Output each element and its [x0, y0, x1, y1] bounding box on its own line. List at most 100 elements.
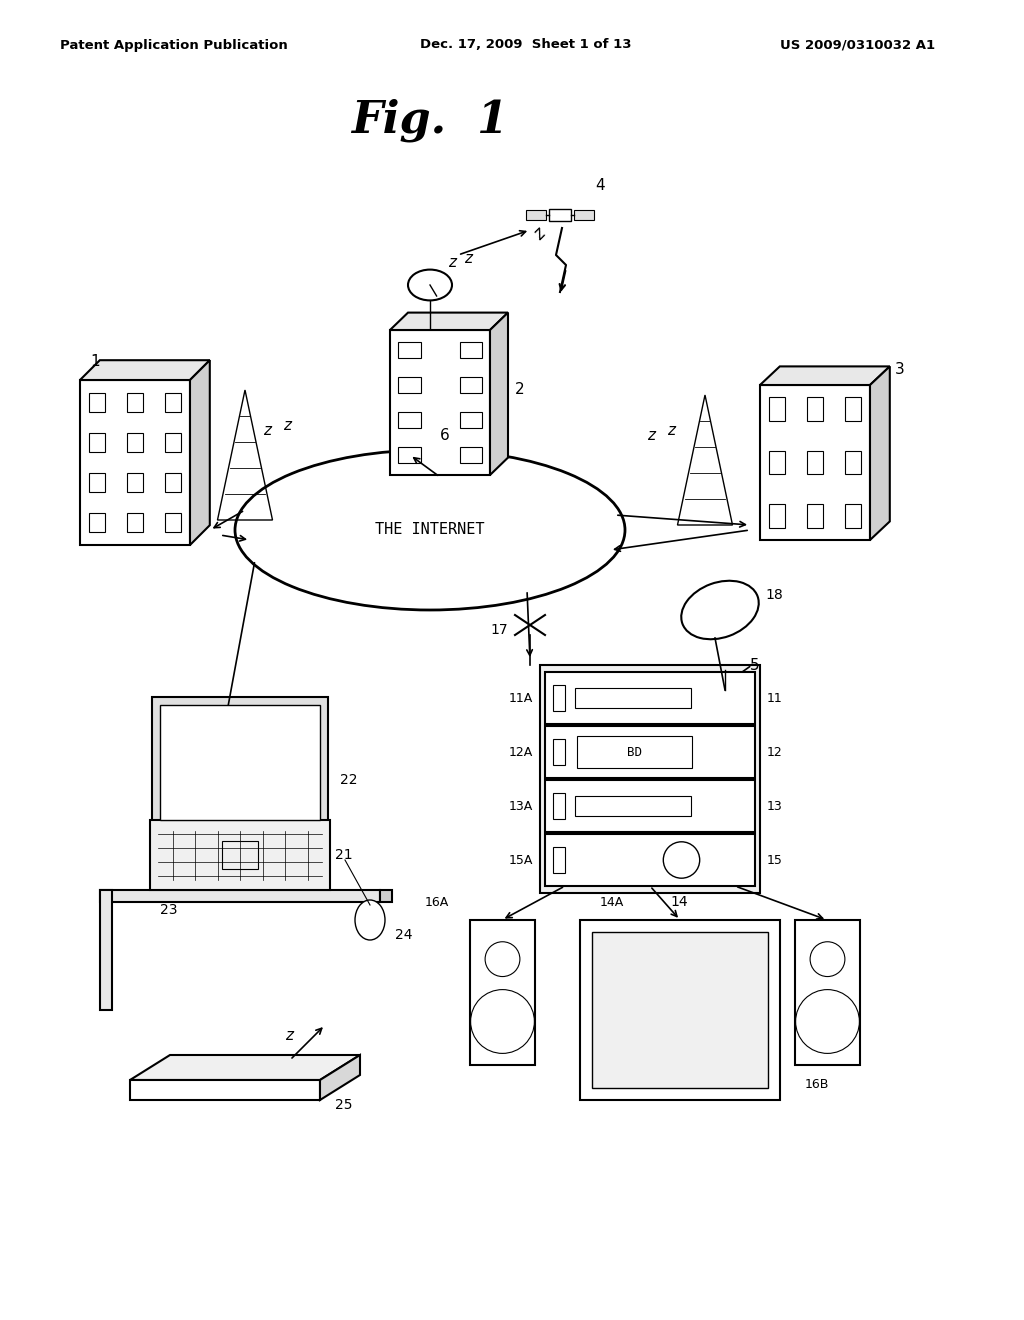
Bar — [127, 513, 143, 532]
Bar — [769, 451, 785, 474]
Polygon shape — [190, 360, 210, 545]
Text: 21: 21 — [335, 847, 352, 862]
Bar — [80, 380, 190, 545]
Bar — [165, 433, 181, 451]
Bar — [165, 474, 181, 492]
Bar — [592, 932, 768, 1088]
Ellipse shape — [234, 450, 625, 610]
Text: 25: 25 — [335, 1098, 352, 1111]
Text: 16B: 16B — [805, 1078, 829, 1092]
Bar — [150, 820, 330, 890]
Text: z: z — [530, 226, 549, 244]
Bar — [398, 412, 421, 428]
Text: z: z — [647, 428, 655, 444]
Bar — [398, 447, 421, 463]
Text: 13: 13 — [767, 800, 782, 813]
Text: 4: 4 — [595, 177, 604, 193]
Bar — [845, 451, 861, 474]
Text: z: z — [283, 418, 291, 433]
Polygon shape — [490, 313, 508, 475]
Bar — [760, 385, 870, 540]
Bar — [127, 433, 143, 451]
Bar — [549, 209, 571, 220]
Polygon shape — [390, 313, 508, 330]
Bar — [89, 513, 105, 532]
Bar — [100, 890, 380, 902]
Bar — [545, 672, 755, 723]
Text: 12: 12 — [767, 746, 782, 759]
Text: Fig.  1: Fig. 1 — [351, 98, 509, 141]
Bar — [470, 920, 535, 1065]
Polygon shape — [80, 360, 210, 380]
Bar — [580, 920, 780, 1100]
Bar — [89, 433, 105, 451]
Text: z: z — [464, 251, 472, 267]
Text: US 2009/0310032 A1: US 2009/0310032 A1 — [780, 38, 935, 51]
Text: 22: 22 — [340, 774, 357, 787]
Bar — [160, 705, 319, 820]
Text: 2: 2 — [515, 383, 524, 397]
Polygon shape — [760, 367, 890, 385]
Polygon shape — [870, 367, 890, 540]
Text: Patent Application Publication: Patent Application Publication — [60, 38, 288, 51]
Bar — [540, 665, 760, 894]
Text: z: z — [449, 255, 456, 271]
Bar — [398, 376, 421, 393]
Bar — [553, 739, 565, 766]
Bar — [380, 890, 392, 902]
Bar — [130, 1080, 319, 1100]
Text: 17: 17 — [490, 623, 508, 638]
Ellipse shape — [355, 900, 385, 940]
Bar — [545, 834, 755, 886]
Bar — [460, 376, 482, 393]
Bar — [100, 890, 112, 1010]
Text: 11A: 11A — [509, 692, 534, 705]
Bar — [553, 793, 565, 818]
Bar — [127, 474, 143, 492]
Bar — [845, 397, 861, 421]
Text: 23: 23 — [160, 903, 177, 917]
Text: z: z — [285, 1028, 293, 1043]
Text: z: z — [667, 422, 675, 438]
Text: 12A: 12A — [509, 746, 534, 759]
Bar — [807, 504, 823, 528]
Polygon shape — [130, 1055, 360, 1080]
Bar — [845, 504, 861, 528]
Bar — [545, 780, 755, 832]
Text: 18: 18 — [765, 587, 782, 602]
Bar — [769, 397, 785, 421]
Text: 5: 5 — [750, 657, 760, 672]
Text: 16A: 16A — [425, 895, 450, 908]
Polygon shape — [319, 1055, 360, 1100]
Text: 15: 15 — [767, 854, 783, 866]
Text: 1: 1 — [90, 355, 99, 370]
Bar — [553, 685, 565, 711]
Bar — [165, 393, 181, 412]
Text: z: z — [263, 422, 271, 438]
Bar — [795, 920, 860, 1065]
Bar — [390, 330, 490, 475]
Bar — [807, 451, 823, 474]
Bar — [165, 513, 181, 532]
Bar — [807, 397, 823, 421]
Text: 3: 3 — [895, 363, 905, 378]
Bar — [460, 447, 482, 463]
Bar — [398, 342, 421, 358]
Text: 14A: 14A — [600, 895, 625, 908]
Bar — [526, 210, 546, 220]
Text: BD: BD — [627, 746, 642, 759]
Bar — [769, 504, 785, 528]
Bar — [575, 796, 690, 816]
Bar — [574, 210, 594, 220]
Bar — [222, 841, 258, 869]
Bar — [460, 342, 482, 358]
Bar — [152, 697, 328, 828]
Text: Dec. 17, 2009  Sheet 1 of 13: Dec. 17, 2009 Sheet 1 of 13 — [420, 38, 632, 51]
Ellipse shape — [408, 269, 452, 301]
Bar — [575, 688, 690, 709]
Bar — [460, 412, 482, 428]
Bar — [89, 393, 105, 412]
Bar — [127, 393, 143, 412]
Ellipse shape — [681, 581, 759, 639]
Bar — [577, 737, 692, 768]
